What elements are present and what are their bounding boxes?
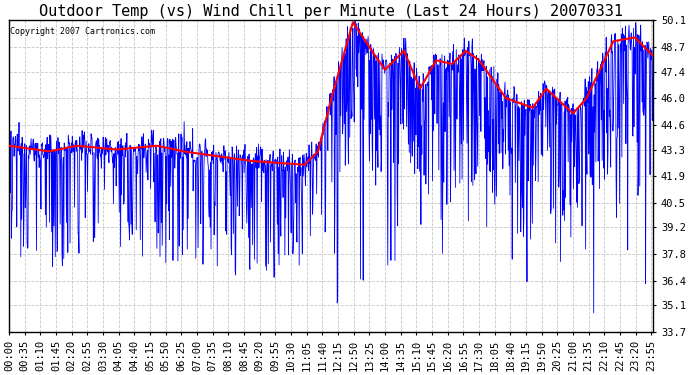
Text: Copyright 2007 Cartronics.com: Copyright 2007 Cartronics.com [10,27,155,36]
Title: Outdoor Temp (vs) Wind Chill per Minute (Last 24 Hours) 20070331: Outdoor Temp (vs) Wind Chill per Minute … [39,4,623,19]
